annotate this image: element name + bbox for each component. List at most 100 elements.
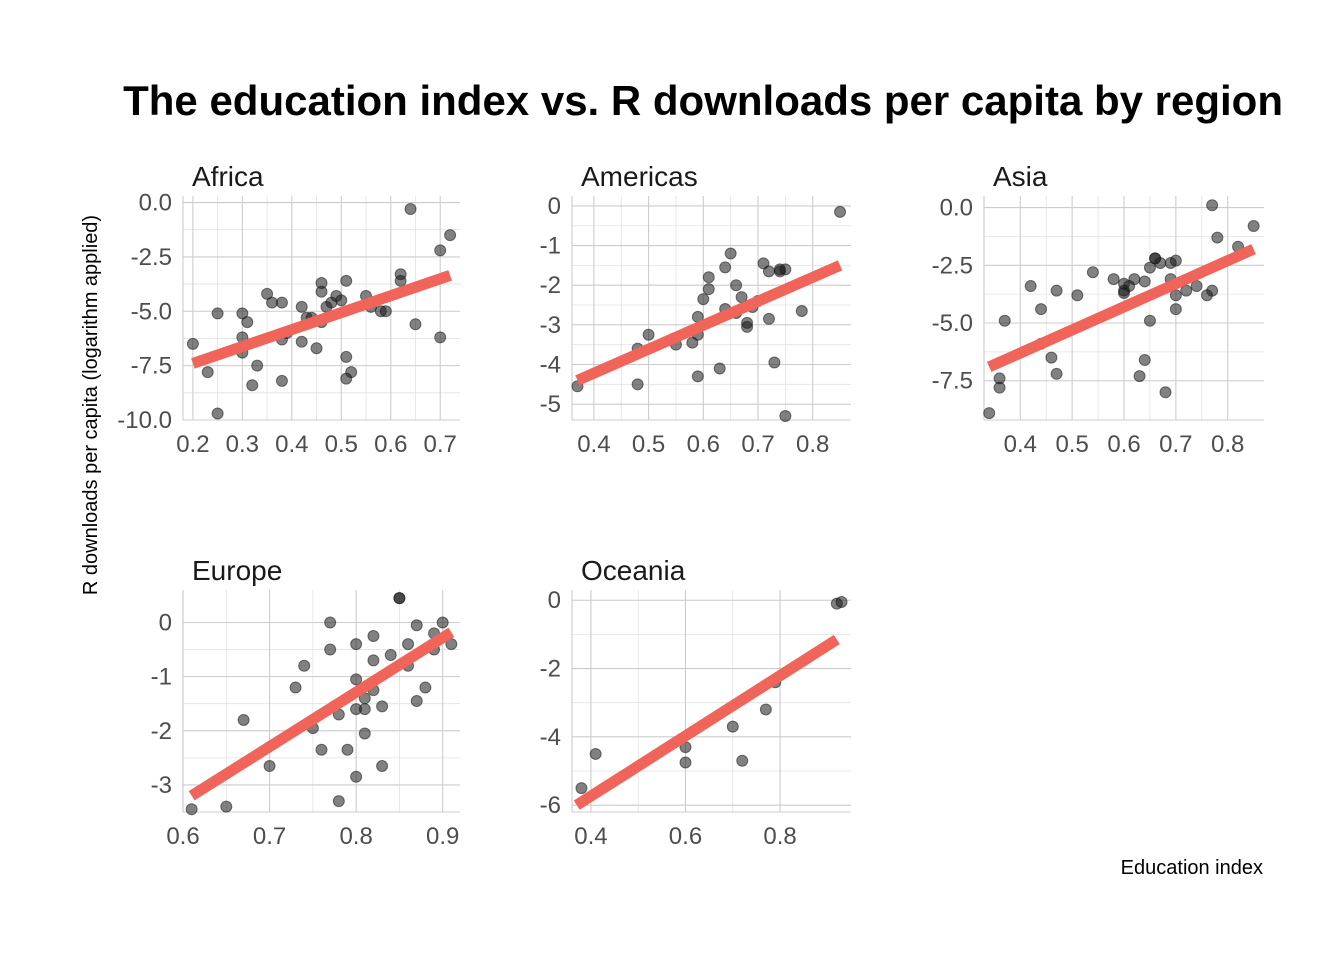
data-point — [679, 756, 692, 769]
x-tick-label: 0.5 — [632, 431, 665, 458]
data-point — [410, 695, 423, 707]
y-tick-label: -1 — [540, 233, 561, 260]
data-point — [697, 293, 710, 306]
data-point — [834, 205, 847, 218]
x-tick-label: 0.4 — [577, 431, 610, 458]
y-tick-label: -10.0 — [117, 407, 172, 434]
data-point — [340, 350, 353, 363]
data-point — [768, 356, 781, 369]
data-point — [1206, 284, 1219, 297]
data-point — [201, 366, 214, 379]
data-point — [1180, 284, 1193, 297]
data-point — [589, 747, 602, 760]
data-point — [1024, 280, 1037, 293]
data-point — [719, 261, 732, 274]
facet-title-asia: Asia — [993, 161, 1048, 192]
data-point — [324, 643, 337, 656]
data-point — [251, 359, 264, 372]
data-point — [1190, 280, 1203, 293]
facet-oceania: 0.4 0.6 0.8 0 -2 -4 -6 Oceania — [540, 555, 851, 850]
data-point — [795, 304, 808, 317]
y-tick-label: -4 — [540, 724, 561, 751]
data-point — [220, 800, 233, 813]
x-tick-label: 0.6 — [687, 431, 720, 458]
data-point — [237, 713, 250, 726]
data-point — [724, 247, 737, 260]
data-point — [341, 743, 354, 756]
data-point — [367, 630, 380, 643]
data-point — [762, 312, 775, 325]
data-point — [762, 265, 775, 278]
fit-line — [573, 634, 840, 810]
data-point — [436, 616, 449, 629]
data-point — [1050, 367, 1063, 380]
data-point — [394, 274, 407, 287]
data-point — [1159, 386, 1172, 399]
data-point — [367, 654, 380, 667]
x-tick-label: 0.9 — [426, 823, 459, 850]
fit-line — [986, 244, 1256, 372]
y-axis-label: R downloads per capita (logarithm applie… — [80, 215, 102, 595]
data-point — [376, 759, 389, 772]
data-point — [1071, 289, 1084, 302]
data-point — [345, 366, 358, 379]
data-point — [1169, 289, 1182, 302]
data-point — [324, 616, 337, 629]
x-tick-label: 0.5 — [325, 431, 358, 458]
data-point — [730, 279, 743, 292]
data-point — [983, 407, 996, 420]
y-tick-label: -5.0 — [131, 298, 172, 325]
y-tick-label: 0 — [548, 193, 561, 220]
x-tick-label: 0.3 — [226, 431, 259, 458]
data-point — [642, 328, 655, 341]
data-point — [350, 638, 363, 651]
data-point — [713, 362, 726, 375]
data-point — [350, 770, 363, 783]
x-tick-label: 0.6 — [166, 823, 199, 850]
data-point — [358, 727, 371, 740]
data-point — [211, 307, 224, 320]
data-point — [726, 720, 739, 733]
y-tick-label: -6 — [540, 792, 561, 819]
fit-line — [575, 260, 843, 386]
data-point — [409, 318, 422, 331]
x-tick-label: 0.7 — [741, 431, 774, 458]
data-point — [404, 203, 417, 216]
data-point — [340, 274, 353, 287]
data-point — [1211, 231, 1224, 244]
y-tick-label: -2.5 — [131, 244, 172, 271]
x-axis-label: Education index — [1121, 857, 1263, 879]
x-tick-label: 0.7 — [424, 431, 457, 458]
data-point — [335, 294, 348, 307]
data-point — [298, 659, 311, 672]
data-point — [358, 703, 371, 716]
facet-asia: 0.4 0.5 0.6 0.7 0.8 0.0 -2.5 -5.0 -7.5 Asia — [932, 161, 1264, 458]
data-point — [779, 263, 792, 276]
facet-title-africa: Africa — [192, 161, 264, 192]
y-tick-label: -3 — [151, 772, 172, 799]
data-point — [1035, 303, 1048, 316]
data-point — [998, 314, 1011, 327]
x-tick-label: 0.8 — [1211, 431, 1244, 458]
data-point — [741, 316, 754, 329]
data-point — [332, 795, 345, 808]
data-point — [1169, 303, 1182, 316]
data-point — [1169, 254, 1182, 267]
x-tick-label: 0.8 — [796, 431, 829, 458]
y-tick-label: 0.0 — [940, 195, 973, 222]
facet-title-americas: Americas — [581, 161, 698, 192]
y-tick-label: 0 — [159, 609, 172, 636]
data-point — [376, 700, 389, 713]
data-point — [185, 803, 198, 816]
data-point — [1086, 266, 1099, 279]
y-tick-label: -2.5 — [932, 252, 973, 279]
data-point — [350, 673, 363, 686]
data-point — [993, 381, 1006, 394]
data-point — [410, 619, 423, 632]
y-tick-label: -4 — [540, 351, 561, 378]
y-tick-label: -5.0 — [932, 310, 973, 337]
data-point — [1247, 220, 1260, 233]
y-tick-label: -2 — [540, 656, 561, 683]
data-point — [393, 592, 406, 605]
data-point — [1133, 370, 1146, 383]
